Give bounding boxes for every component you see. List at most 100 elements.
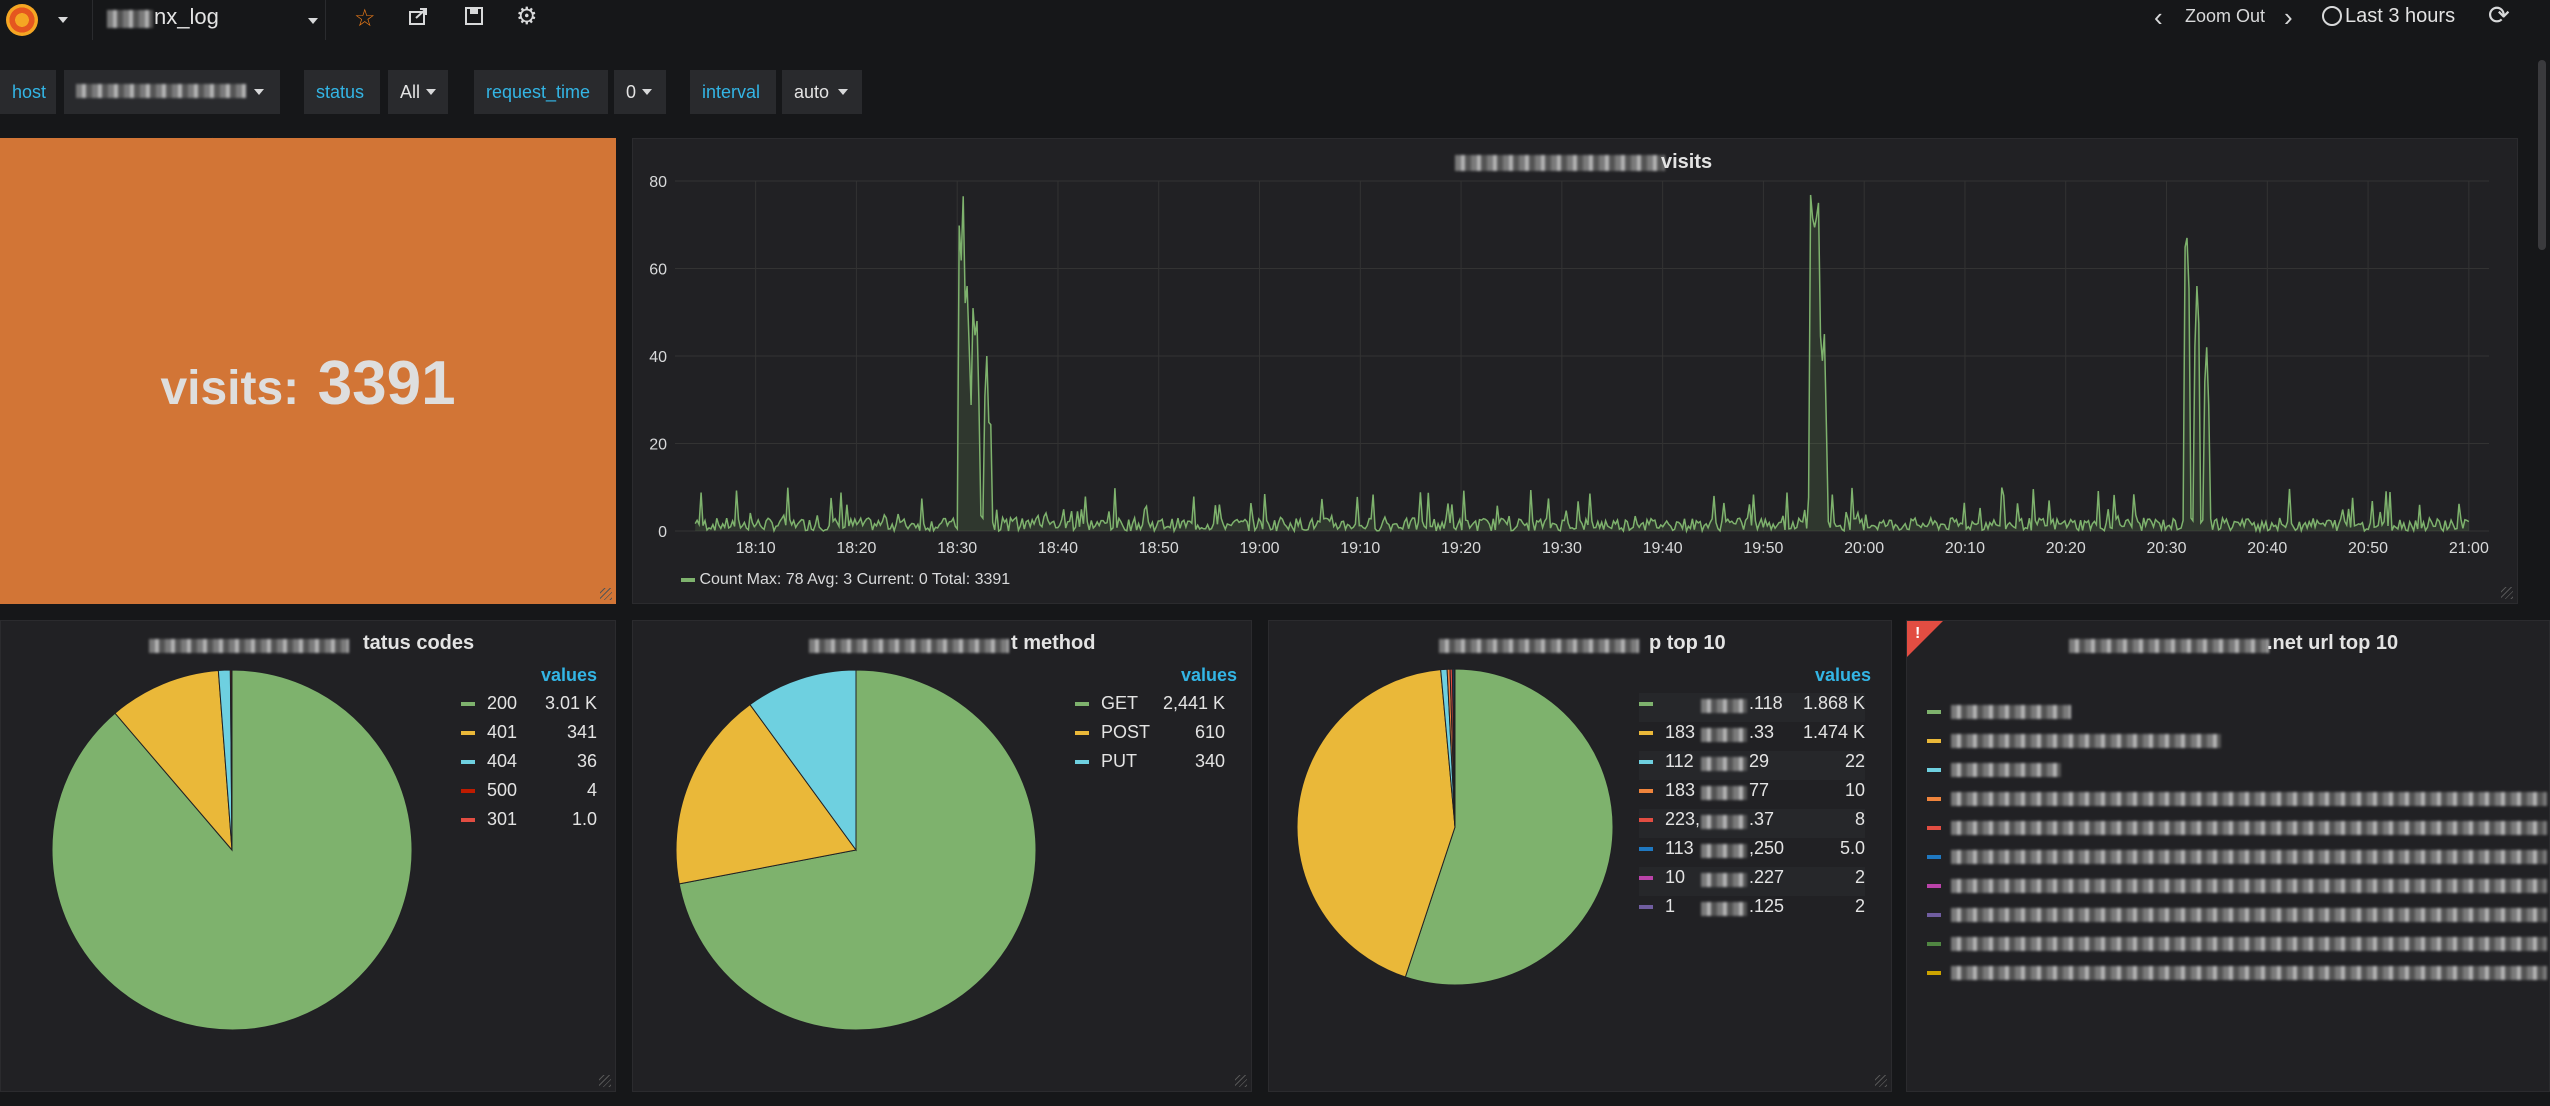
legend-swatch bbox=[461, 702, 475, 706]
legend-swatch bbox=[1639, 905, 1653, 909]
legend-item[interactable]: 183 .33 1.474 K bbox=[1639, 722, 1865, 751]
legend-item[interactable]: 183 77 10 bbox=[1639, 780, 1865, 809]
x-tick-label: 20:40 bbox=[2247, 540, 2287, 557]
refresh-icon[interactable]: ⟳ bbox=[2488, 0, 2510, 30]
redacted-text bbox=[1701, 699, 1747, 713]
legend-value: 341 bbox=[566, 722, 597, 742]
legend-value: 5.0 bbox=[1839, 838, 1865, 858]
legend-value: 8 bbox=[1854, 809, 1865, 829]
panel-title: tatus codes bbox=[363, 632, 475, 654]
url-list-item[interactable] bbox=[1927, 904, 2547, 928]
variable-request-time-select[interactable]: 0 bbox=[614, 70, 666, 114]
legend-item[interactable]: GET 2,441 K bbox=[1075, 693, 1225, 722]
pie-slice-ip-189[interactable] bbox=[1296, 669, 1456, 978]
share-icon[interactable] bbox=[408, 6, 430, 26]
resize-handle[interactable] bbox=[1235, 1075, 1247, 1087]
alert-icon[interactable]: ! bbox=[1907, 621, 1943, 657]
legend-label: POST bbox=[1101, 722, 1151, 742]
legend-item[interactable]: POST 610 bbox=[1075, 722, 1225, 751]
dashboard-title[interactable]: nx_log bbox=[154, 4, 219, 29]
url-list-item[interactable] bbox=[1927, 846, 2547, 870]
legend-swatch bbox=[1927, 768, 1941, 772]
top-navbar: nx_log ☆ ⚙ ‹ Zoom Out › Last 3 hours ⟳ bbox=[0, 0, 2550, 40]
url-list-item[interactable] bbox=[1927, 759, 2547, 783]
page-scrollbar[interactable] bbox=[2538, 60, 2546, 250]
resize-handle[interactable] bbox=[599, 1075, 611, 1087]
y-tick-label: 40 bbox=[649, 349, 667, 366]
legend-item[interactable]: 113 ,250 5.0 bbox=[1639, 838, 1865, 867]
url-list-item[interactable] bbox=[1927, 788, 2547, 812]
redacted-text bbox=[107, 10, 153, 28]
redacted-text bbox=[1701, 902, 1747, 916]
grafana-menu-button[interactable] bbox=[0, 0, 68, 40]
clock-icon bbox=[2322, 6, 2342, 26]
legend-item[interactable]: 200 3.01 K bbox=[461, 693, 597, 722]
url-list-item[interactable] bbox=[1927, 701, 2547, 725]
legend-item[interactable]: 1 .125 2 bbox=[1639, 896, 1865, 925]
redacted-text bbox=[1951, 734, 2221, 748]
chevron-down-icon bbox=[308, 18, 318, 24]
legend-label-suffix: 29 bbox=[1749, 751, 1770, 771]
chevron-right-icon[interactable]: › bbox=[2284, 2, 2293, 32]
legend-swatch bbox=[461, 789, 475, 793]
legend-item[interactable]: 500 4 bbox=[461, 780, 597, 809]
pie-slice-ip--157[interactable] bbox=[1404, 668, 1614, 986]
time-range-picker[interactable]: Last 3 hours bbox=[2345, 5, 2456, 27]
legend-label: 401 bbox=[487, 722, 518, 742]
ip-pie-chart[interactable] bbox=[1295, 667, 1625, 997]
x-tick-label: 18:50 bbox=[1139, 540, 1179, 557]
pie-slice-post[interactable] bbox=[675, 703, 857, 885]
variable-request-time-value: 0 bbox=[626, 82, 637, 102]
url-list-item[interactable] bbox=[1927, 817, 2547, 841]
variable-interval-select[interactable]: auto bbox=[782, 70, 862, 114]
x-tick-label: 19:40 bbox=[1643, 540, 1683, 557]
x-tick-label: 19:30 bbox=[1542, 540, 1582, 557]
redacted-text bbox=[1951, 821, 2547, 835]
visits-line-chart[interactable]: 0 20 40 60 80 18:10 18:20 18:30 18:40 18:50 19:00 1… bbox=[633, 169, 2517, 559]
legend-values-header: values bbox=[541, 665, 598, 685]
chevron-down-icon bbox=[254, 89, 264, 95]
pie-slice-put[interactable] bbox=[749, 669, 857, 852]
resize-handle[interactable] bbox=[1875, 1075, 1887, 1087]
legend-item[interactable]: 404 36 bbox=[461, 751, 597, 780]
legend-item[interactable]: .118 1.868 K bbox=[1639, 693, 1865, 722]
legend-label: 183 bbox=[1665, 780, 1696, 800]
redacted-text bbox=[149, 639, 349, 653]
gear-icon[interactable]: ⚙ bbox=[516, 3, 538, 30]
legend-item[interactable]: 301 1.0 bbox=[461, 809, 597, 838]
redacted-text bbox=[809, 639, 1009, 653]
chevron-down-icon bbox=[838, 89, 848, 95]
status-pie-chart[interactable] bbox=[49, 667, 415, 1033]
legend-item[interactable]: 10 .227 2 bbox=[1639, 867, 1865, 896]
redacted-text bbox=[76, 84, 246, 98]
legend-item[interactable]: 223, .37 8 bbox=[1639, 809, 1865, 838]
legend-item[interactable]: PUT 340 bbox=[1075, 751, 1225, 780]
variable-status-select[interactable]: All bbox=[388, 70, 448, 114]
url-list-item[interactable] bbox=[1927, 730, 2547, 754]
resize-handle[interactable] bbox=[2501, 587, 2513, 599]
chevron-left-icon[interactable]: ‹ bbox=[2154, 2, 2163, 32]
legend-item[interactable]: 401 341 bbox=[461, 722, 597, 751]
dashboard-picker[interactable] bbox=[92, 0, 326, 40]
method-pie-chart[interactable] bbox=[673, 667, 1039, 1033]
resize-handle[interactable] bbox=[600, 588, 612, 600]
legend-series-name[interactable]: Count bbox=[699, 571, 743, 588]
url-list-item[interactable] bbox=[1927, 875, 2547, 899]
series-line-count[interactable] bbox=[694, 194, 2470, 534]
url-list-item[interactable] bbox=[1927, 933, 2547, 957]
legend-item[interactable]: 112 29 22 bbox=[1639, 751, 1865, 780]
legend-swatch bbox=[1927, 942, 1941, 946]
legend-label-suffix: .125 bbox=[1749, 896, 1785, 916]
pie-slice-ip-471[interactable] bbox=[1453, 668, 1456, 828]
pie-slice-get[interactable] bbox=[678, 669, 1037, 1031]
save-icon[interactable] bbox=[464, 6, 484, 26]
variable-host-select[interactable] bbox=[64, 70, 280, 114]
pie-slice-401[interactable] bbox=[114, 669, 233, 852]
zoom-out-button[interactable]: Zoom Out bbox=[2185, 6, 2266, 26]
graph-title: visits bbox=[1661, 151, 1713, 173]
x-tick-label: 18:20 bbox=[836, 540, 876, 557]
legend-swatch bbox=[681, 577, 695, 582]
redacted-text bbox=[2069, 639, 2269, 653]
url-list-item[interactable] bbox=[1927, 962, 2547, 986]
star-icon[interactable]: ☆ bbox=[354, 5, 376, 32]
